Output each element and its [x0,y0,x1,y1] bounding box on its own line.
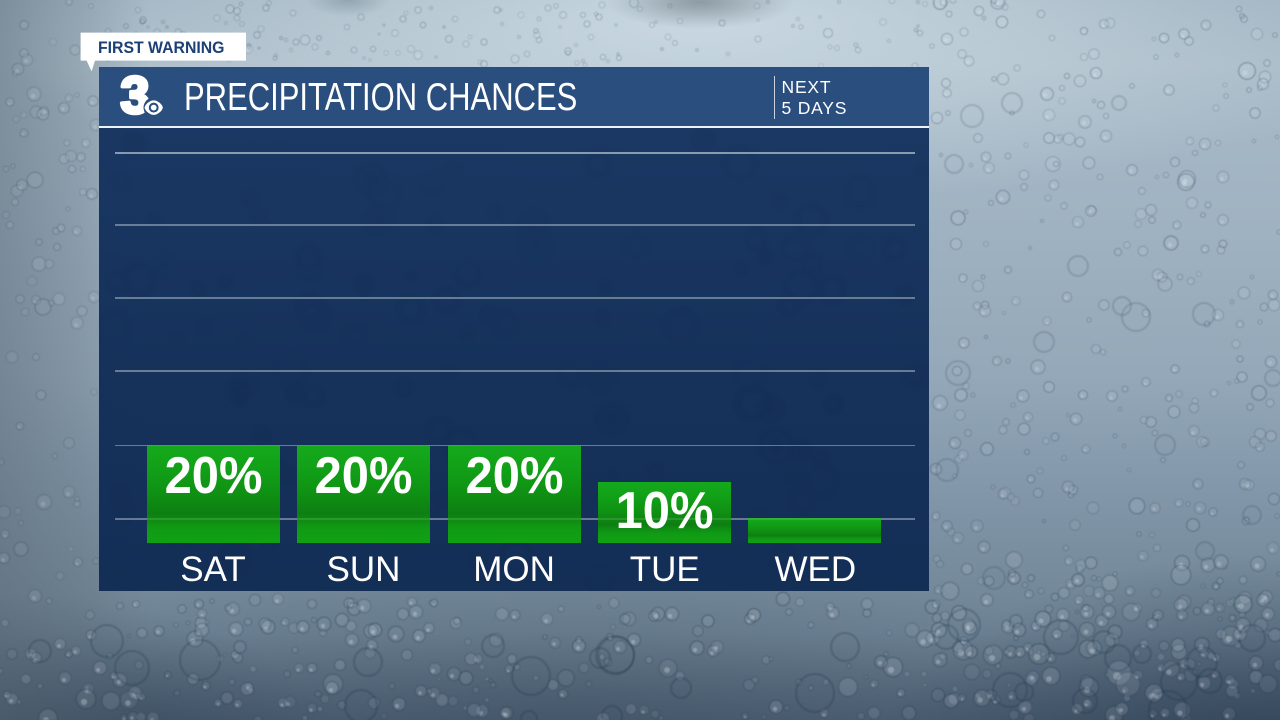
svg-text:3: 3 [120,68,149,125]
